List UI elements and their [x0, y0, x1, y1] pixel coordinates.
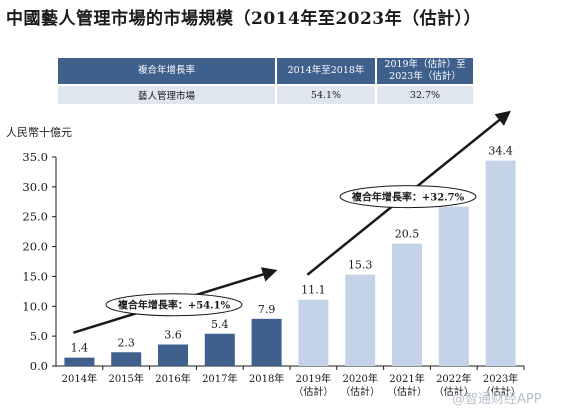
row-value-2019-2023: 32.7% — [376, 84, 473, 104]
x-tick-label: 2018年 — [249, 372, 284, 385]
y-tick-label: 15.0 — [22, 269, 48, 283]
watermark: @智通财经APP — [452, 392, 542, 407]
bar — [438, 206, 469, 366]
cagr-callout-label: 複合年增長率：+54.1% — [117, 299, 231, 312]
x-tick-label: 2023年（估計） — [481, 372, 521, 398]
bar — [392, 243, 422, 366]
bar — [485, 160, 516, 366]
header-cagr: 複合年增長率 — [58, 58, 277, 85]
x-tick-label: 2015年 — [108, 372, 143, 385]
y-axis-unit-label: 人民幣十億元 — [6, 126, 72, 139]
data-label: 20.5 — [395, 228, 420, 241]
row-value-2014-2018: 54.1% — [276, 84, 377, 104]
x-tick-label: 2017年 — [202, 372, 237, 385]
data-label: 5.4 — [211, 318, 229, 331]
table-header-row: 複合年增長率 2014年至2018年 2019年（估計）至 2023年（估計） — [58, 58, 473, 85]
row-label: 藝人管理市場 — [58, 84, 277, 104]
x-tick-label: 2014年 — [62, 372, 97, 385]
data-label: 1.4 — [71, 342, 89, 355]
x-tick-label: 2021年（估計） — [387, 372, 427, 398]
y-tick-label: 10.0 — [22, 299, 48, 313]
bar — [64, 357, 95, 366]
y-tick-label: 35.0 — [22, 150, 48, 164]
cagr-table: 複合年增長率 2014年至2018年 2019年（估計）至 2023年（估計） … — [58, 58, 473, 104]
x-tick-label: 2020年（估計） — [340, 372, 380, 398]
bar — [345, 274, 376, 366]
x-tick-label: 2019年（估計） — [293, 372, 333, 398]
data-label: 7.9 — [258, 303, 276, 316]
x-tick-label: 2022年（估計） — [434, 372, 474, 398]
y-tick-label: 20.0 — [22, 240, 48, 254]
bar — [111, 352, 142, 366]
y-tick-label: 5.0 — [30, 329, 48, 343]
bar — [158, 344, 188, 366]
table-row: 藝人管理市場 54.1% 32.7% — [58, 84, 473, 104]
cagr-callout-label: 複合年增長率：+32.7% — [351, 191, 465, 204]
header-2019-2023: 2019年（估計）至 2023年（估計） — [376, 58, 473, 85]
data-label: 11.1 — [301, 284, 326, 297]
header-2014-2018: 2014年至2018年 — [276, 58, 377, 85]
data-label: 3.6 — [164, 329, 182, 342]
bar — [298, 299, 329, 366]
y-tick-label: 30.0 — [22, 180, 48, 194]
cagr-callout — [339, 185, 477, 209]
bar — [204, 333, 235, 366]
data-label: 2.3 — [117, 336, 135, 349]
x-tick-label: 2016年 — [155, 372, 190, 385]
chart-title: 中國藝人管理市場的市場規模（2014年至2023年（估計）） — [6, 9, 482, 29]
data-label: 15.3 — [348, 259, 373, 272]
cagr-callout — [105, 293, 243, 317]
y-tick-label: 25.0 — [22, 210, 48, 224]
bar — [251, 318, 282, 366]
y-tick-label: 0.0 — [30, 359, 48, 373]
data-label: 34.4 — [488, 145, 513, 158]
